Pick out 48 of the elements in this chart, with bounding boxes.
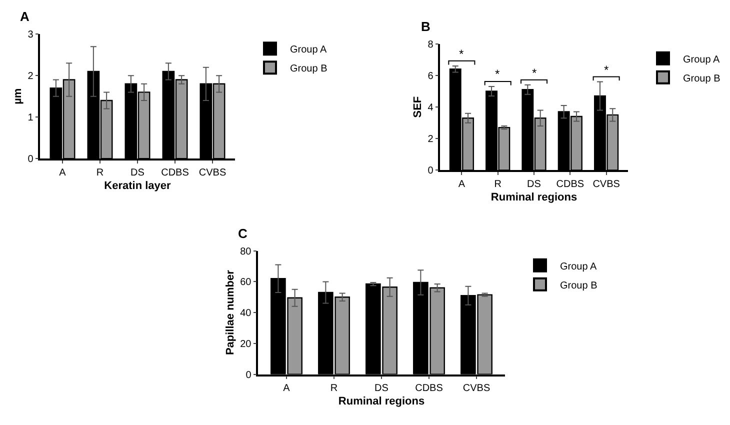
annotation: * [495, 67, 500, 81]
annotation: * [604, 63, 609, 77]
chart-title: A [20, 9, 30, 24]
y-axis-title: µm [12, 88, 24, 104]
y-tick-label: 4 [428, 102, 434, 114]
legend-label: Group A [560, 261, 598, 272]
x-axis-title: Ruminal regions [490, 192, 578, 204]
y-axis-title: Papillae number [224, 269, 236, 356]
x-tick-label: DS [130, 167, 145, 178]
y-tick-label: 60 [240, 277, 252, 288]
y-tick-label: 8 [428, 39, 434, 50]
legend-label: Group A [290, 44, 328, 56]
x-tick-label: CDBS [556, 178, 584, 190]
y-tick-label: 80 [240, 246, 252, 258]
x-tick-label: DS [527, 178, 542, 190]
y-tick-label: 0 [428, 166, 434, 177]
x-tick-label: CVBS [198, 167, 226, 178]
x-axis-title: Keratin layer [104, 180, 172, 192]
chart-title: C [238, 226, 248, 241]
y-axis-title: SEF [412, 96, 424, 118]
y-tick-label: 2 [428, 134, 434, 146]
y-tick-label: 6 [428, 70, 434, 82]
x-tick-label: R [96, 167, 104, 178]
y-tick-label: 1 [28, 112, 34, 124]
legend-label: Group B [290, 64, 328, 75]
y-tick-label: 20 [240, 338, 252, 350]
x-tick-label: A [59, 167, 66, 178]
y-tick-label: 40 [240, 308, 252, 320]
x-tick-label: CVBS [592, 178, 620, 190]
legend-label: Group B [560, 280, 598, 292]
x-tick-label: R [330, 383, 338, 394]
annotation: * [532, 66, 537, 80]
y-tick-label: 0 [28, 154, 34, 166]
x-tick-label: A [458, 178, 466, 190]
x-tick-label: CDBS [161, 167, 190, 178]
x-axis-title: Ruminal regions [338, 396, 425, 408]
legend-label: Group B [683, 73, 721, 84]
x-tick-label: CVBS [462, 383, 490, 394]
y-tick-label: 3 [28, 30, 34, 41]
chart-title: B [421, 19, 430, 34]
x-tick-label: R [494, 178, 502, 190]
y-tick-label: 0 [246, 370, 252, 381]
annotation: * [459, 47, 464, 61]
x-tick-label: A [283, 383, 290, 394]
x-tick-label: CDBS [415, 383, 444, 394]
legend-label: Group A [683, 54, 720, 66]
x-tick-label: DS [374, 383, 389, 394]
y-tick-label: 2 [28, 71, 34, 82]
